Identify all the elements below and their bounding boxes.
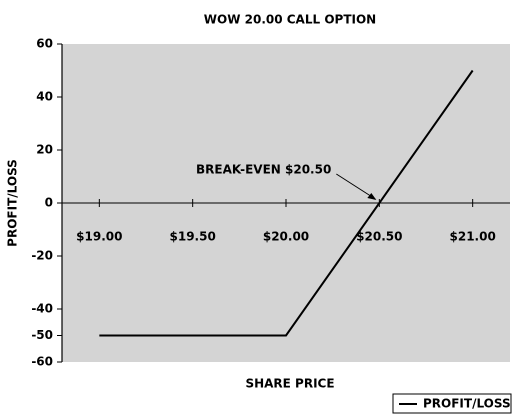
legend-label: PROFIT/LOSS — [423, 397, 511, 411]
y-tick-label: -40 — [31, 302, 53, 316]
x-tick-label: $19.00 — [76, 230, 122, 244]
y-tick-label: 40 — [36, 90, 53, 104]
x-tick-label: $19.50 — [170, 230, 216, 244]
x-axis-label: SHARE PRICE — [245, 377, 334, 391]
y-tick-label: -60 — [31, 355, 53, 369]
line — [99, 69, 474, 337]
annotation-text: BREAK-EVEN $20.50 — [196, 163, 331, 177]
y-tick-label: -50 — [31, 328, 53, 342]
chart-title: WOW 20.00 CALL OPTION — [204, 13, 376, 27]
x-tick-label: $20.50 — [356, 230, 402, 244]
arrow-head — [367, 193, 377, 200]
x-tick-label: $21.00 — [450, 230, 496, 244]
legend-box — [392, 393, 512, 414]
y-tick-label: 20 — [36, 143, 53, 157]
y-axis-label: PROFIT/LOSS — [6, 159, 20, 247]
annotation-arrow — [336, 173, 376, 200]
x-tick-label: $20.00 — [263, 230, 309, 244]
y-tick-label: -20 — [31, 249, 53, 263]
y-tick-label: 0 — [45, 196, 53, 210]
y-tick-label: 60 — [36, 37, 53, 51]
